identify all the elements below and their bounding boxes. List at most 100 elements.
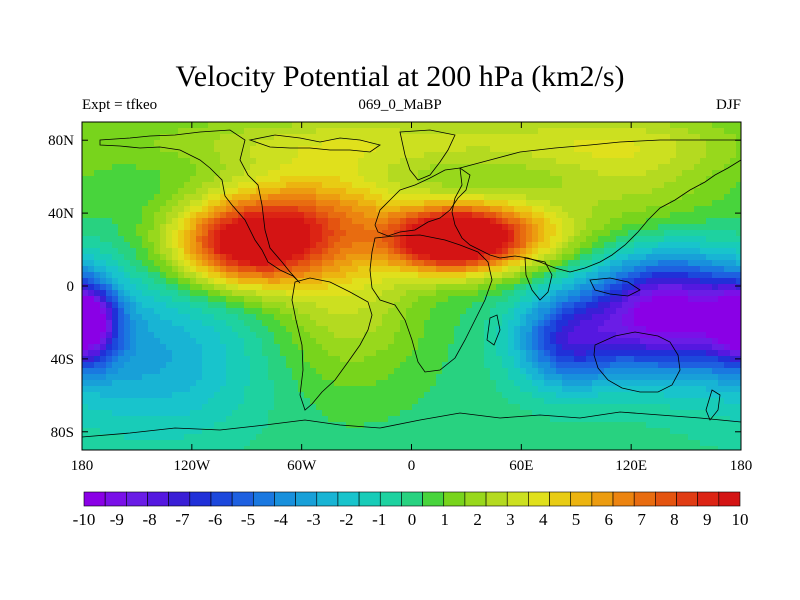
field-cell bbox=[532, 290, 539, 297]
field-cell bbox=[208, 152, 215, 159]
field-cell bbox=[202, 248, 209, 255]
field-cell bbox=[148, 140, 155, 147]
field-cell bbox=[346, 134, 353, 141]
field-cell bbox=[568, 284, 575, 291]
field-cell bbox=[142, 368, 149, 375]
field-cell bbox=[724, 146, 731, 153]
field-cell bbox=[220, 122, 227, 129]
field-cell bbox=[604, 314, 611, 321]
field-cell bbox=[208, 266, 215, 273]
field-cell bbox=[100, 158, 107, 165]
field-cell bbox=[220, 188, 227, 195]
field-cell bbox=[280, 188, 287, 195]
field-cell bbox=[478, 344, 485, 351]
field-cell bbox=[196, 134, 203, 141]
field-cell bbox=[724, 368, 731, 375]
field-cell bbox=[592, 320, 599, 327]
field-cell bbox=[472, 374, 479, 381]
field-cell bbox=[148, 188, 155, 195]
field-cell bbox=[424, 278, 431, 285]
field-cell bbox=[118, 380, 125, 387]
field-cell bbox=[400, 134, 407, 141]
field-cell bbox=[382, 212, 389, 219]
field-cell bbox=[520, 242, 527, 249]
field-cell bbox=[658, 218, 665, 225]
field-cell bbox=[364, 332, 371, 339]
field-cell bbox=[646, 296, 653, 303]
field-cell bbox=[628, 362, 635, 369]
field-cell bbox=[220, 176, 227, 183]
field-cell bbox=[646, 302, 653, 309]
field-cell bbox=[376, 176, 383, 183]
field-cell bbox=[652, 236, 659, 243]
field-cell bbox=[604, 248, 611, 255]
field-cell bbox=[178, 152, 185, 159]
field-cell bbox=[154, 356, 161, 363]
field-cell bbox=[196, 170, 203, 177]
field-cell bbox=[478, 350, 485, 357]
field-cell bbox=[610, 260, 617, 267]
field-cell bbox=[178, 230, 185, 237]
field-cell bbox=[400, 200, 407, 207]
field-cell bbox=[214, 134, 221, 141]
field-cell bbox=[256, 386, 263, 393]
field-cell bbox=[562, 212, 569, 219]
field-cell bbox=[88, 332, 95, 339]
field-cell bbox=[538, 236, 545, 243]
field-cell bbox=[382, 386, 389, 393]
field-cell bbox=[196, 254, 203, 261]
field-cell bbox=[196, 248, 203, 255]
field-cell bbox=[112, 248, 119, 255]
field-cell bbox=[562, 254, 569, 261]
field-cell bbox=[148, 302, 155, 309]
field-cell bbox=[214, 212, 221, 219]
field-cell bbox=[640, 188, 647, 195]
field-cell bbox=[598, 386, 605, 393]
field-cell bbox=[394, 314, 401, 321]
field-cell bbox=[106, 338, 113, 345]
field-cell bbox=[130, 254, 137, 261]
field-cell bbox=[220, 230, 227, 237]
field-cell bbox=[106, 212, 113, 219]
field-cell bbox=[274, 236, 281, 243]
field-cell bbox=[478, 356, 485, 363]
field-cell bbox=[520, 248, 527, 255]
field-cell bbox=[568, 182, 575, 189]
field-cell bbox=[550, 200, 557, 207]
field-cell bbox=[196, 272, 203, 279]
field-cell bbox=[436, 374, 443, 381]
field-cell bbox=[598, 248, 605, 255]
field-cell bbox=[676, 374, 683, 381]
field-cell bbox=[652, 230, 659, 237]
field-cell bbox=[400, 344, 407, 351]
field-cell bbox=[508, 368, 515, 375]
field-cell bbox=[298, 152, 305, 159]
field-cell bbox=[118, 200, 125, 207]
field-cell bbox=[370, 170, 377, 177]
field-cell bbox=[454, 290, 461, 297]
field-cell bbox=[352, 326, 359, 333]
field-cell bbox=[352, 158, 359, 165]
field-cell bbox=[490, 350, 497, 357]
field-cell bbox=[172, 140, 179, 147]
field-cell bbox=[208, 284, 215, 291]
field-cell bbox=[502, 344, 509, 351]
field-cell bbox=[586, 236, 593, 243]
field-cell bbox=[334, 356, 341, 363]
field-cell bbox=[124, 170, 131, 177]
field-cell bbox=[274, 290, 281, 297]
field-cell bbox=[538, 386, 545, 393]
field-cell bbox=[490, 278, 497, 285]
field-cell bbox=[628, 254, 635, 261]
field-cell bbox=[136, 350, 143, 357]
field-cell bbox=[502, 158, 509, 165]
field-cell bbox=[652, 158, 659, 165]
field-cell bbox=[220, 380, 227, 387]
field-cell bbox=[418, 188, 425, 195]
field-cell bbox=[676, 206, 683, 213]
field-cell bbox=[316, 302, 323, 309]
field-cell bbox=[472, 140, 479, 147]
field-cell bbox=[226, 338, 233, 345]
field-cell bbox=[334, 212, 341, 219]
field-cell bbox=[610, 356, 617, 363]
